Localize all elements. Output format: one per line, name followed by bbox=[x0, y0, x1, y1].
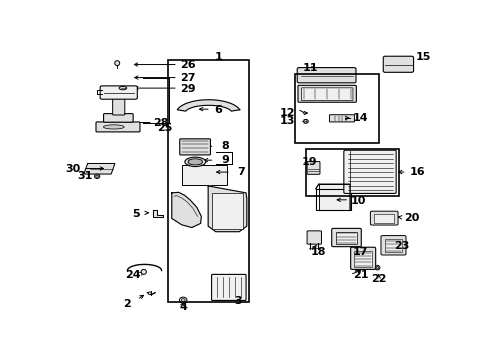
Text: 14: 14 bbox=[352, 113, 367, 123]
Text: 24: 24 bbox=[125, 270, 141, 280]
Text: 5: 5 bbox=[132, 209, 140, 219]
Ellipse shape bbox=[148, 292, 151, 294]
FancyBboxPatch shape bbox=[318, 184, 349, 210]
FancyBboxPatch shape bbox=[354, 251, 371, 267]
Ellipse shape bbox=[141, 269, 146, 274]
FancyBboxPatch shape bbox=[350, 247, 375, 269]
Ellipse shape bbox=[103, 125, 124, 129]
FancyBboxPatch shape bbox=[306, 162, 319, 174]
Bar bbox=[295, 74, 379, 143]
Text: 9: 9 bbox=[221, 155, 228, 165]
Text: 10: 10 bbox=[350, 195, 366, 206]
Ellipse shape bbox=[119, 86, 126, 90]
Ellipse shape bbox=[179, 297, 186, 303]
FancyBboxPatch shape bbox=[384, 239, 401, 252]
FancyBboxPatch shape bbox=[383, 56, 413, 72]
Text: 27: 27 bbox=[180, 73, 195, 83]
FancyBboxPatch shape bbox=[380, 235, 405, 255]
Text: 19: 19 bbox=[301, 157, 317, 167]
Polygon shape bbox=[171, 192, 201, 228]
Ellipse shape bbox=[303, 120, 307, 123]
FancyBboxPatch shape bbox=[331, 228, 361, 247]
Text: 29: 29 bbox=[180, 84, 196, 94]
FancyBboxPatch shape bbox=[182, 165, 226, 185]
Ellipse shape bbox=[115, 61, 120, 66]
Bar bbox=[168, 60, 248, 302]
Text: 7: 7 bbox=[237, 167, 245, 177]
Bar bbox=[305, 149, 398, 195]
Ellipse shape bbox=[96, 175, 98, 177]
Text: 11: 11 bbox=[302, 63, 318, 73]
FancyBboxPatch shape bbox=[329, 115, 354, 122]
Text: 25: 25 bbox=[157, 123, 172, 133]
Ellipse shape bbox=[94, 174, 100, 179]
Text: 30: 30 bbox=[65, 164, 81, 174]
Ellipse shape bbox=[374, 266, 379, 270]
Text: 4: 4 bbox=[179, 302, 187, 312]
Polygon shape bbox=[153, 210, 163, 217]
Text: 20: 20 bbox=[403, 213, 419, 223]
Text: 13: 13 bbox=[280, 116, 295, 126]
FancyBboxPatch shape bbox=[103, 114, 133, 122]
FancyBboxPatch shape bbox=[336, 232, 356, 244]
Text: 22: 22 bbox=[370, 274, 386, 284]
Text: 15: 15 bbox=[414, 51, 430, 62]
Ellipse shape bbox=[181, 299, 184, 302]
Text: 3: 3 bbox=[234, 296, 242, 306]
Text: 16: 16 bbox=[409, 167, 424, 177]
Text: 21: 21 bbox=[352, 270, 367, 280]
FancyBboxPatch shape bbox=[297, 68, 355, 83]
Text: 18: 18 bbox=[310, 247, 326, 257]
Text: 23: 23 bbox=[394, 241, 409, 251]
Text: 6: 6 bbox=[214, 105, 222, 115]
Text: 31: 31 bbox=[77, 171, 92, 181]
Text: 17: 17 bbox=[352, 247, 367, 257]
FancyBboxPatch shape bbox=[211, 193, 243, 229]
FancyBboxPatch shape bbox=[301, 88, 352, 100]
Polygon shape bbox=[208, 186, 246, 232]
Polygon shape bbox=[177, 100, 239, 111]
Ellipse shape bbox=[376, 267, 378, 269]
FancyBboxPatch shape bbox=[373, 214, 393, 223]
Ellipse shape bbox=[184, 157, 205, 167]
FancyBboxPatch shape bbox=[369, 211, 397, 225]
FancyBboxPatch shape bbox=[96, 122, 140, 132]
Text: 2: 2 bbox=[123, 299, 131, 309]
Text: 12: 12 bbox=[280, 108, 295, 118]
FancyBboxPatch shape bbox=[180, 139, 210, 155]
Text: 8: 8 bbox=[221, 141, 228, 151]
FancyBboxPatch shape bbox=[297, 85, 356, 102]
FancyBboxPatch shape bbox=[100, 86, 137, 99]
Text: 28: 28 bbox=[152, 118, 168, 128]
FancyBboxPatch shape bbox=[211, 274, 245, 301]
FancyBboxPatch shape bbox=[306, 231, 321, 244]
Text: 26: 26 bbox=[180, 60, 196, 70]
Text: 1: 1 bbox=[214, 51, 222, 62]
Polygon shape bbox=[84, 163, 115, 174]
FancyBboxPatch shape bbox=[343, 150, 395, 193]
FancyBboxPatch shape bbox=[112, 97, 124, 115]
Ellipse shape bbox=[188, 159, 202, 165]
